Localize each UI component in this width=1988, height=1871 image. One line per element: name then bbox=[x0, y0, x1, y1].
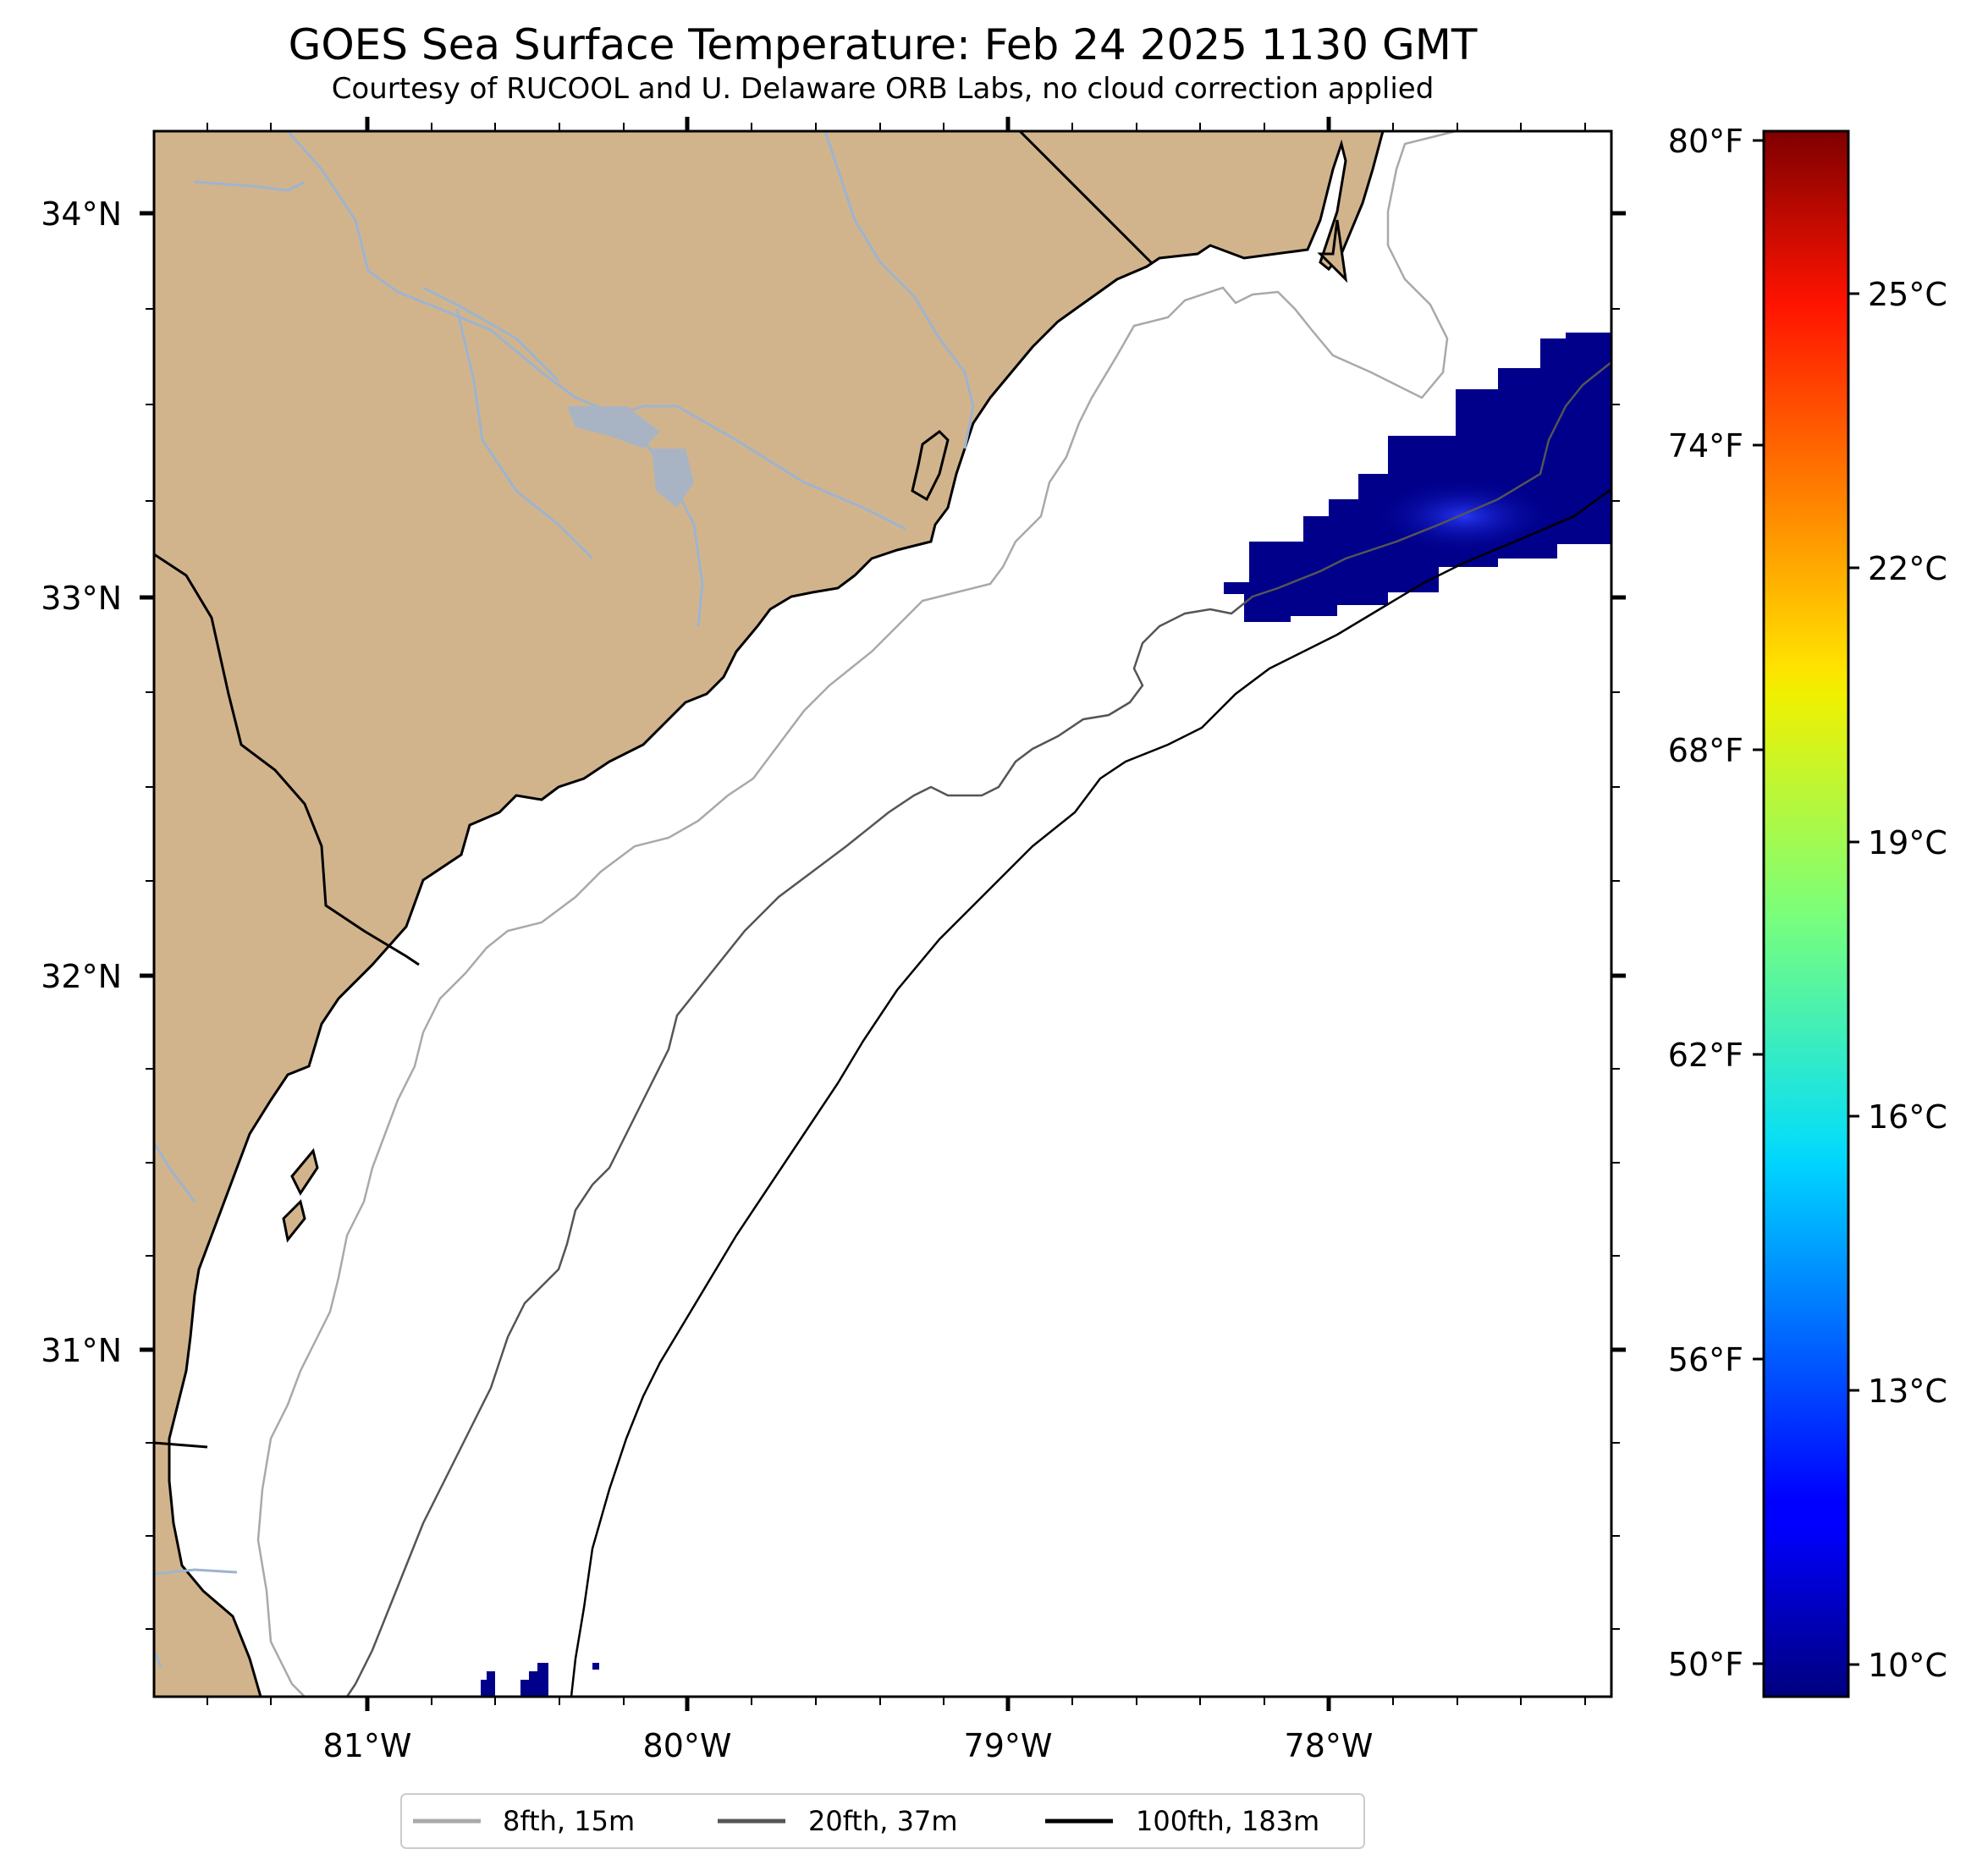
legend-box bbox=[400, 1793, 1365, 1849]
legend-label-100fth: 100fth, 183m bbox=[1136, 1805, 1319, 1837]
map-panel bbox=[154, 131, 1611, 1697]
colorbar-c-label: 25°C bbox=[1868, 276, 1947, 313]
legend-label-8fth: 8fth, 15m bbox=[503, 1805, 635, 1837]
lat-tick-label: 34°N bbox=[41, 195, 122, 233]
isobath-20fth bbox=[345, 361, 1611, 1697]
map-frame bbox=[152, 129, 1613, 1698]
sst-warmer-core bbox=[1371, 478, 1557, 554]
lake-moultrie bbox=[652, 448, 694, 508]
sst-patch-offshore bbox=[1224, 333, 1611, 622]
lat-major-ticks bbox=[140, 211, 1626, 1352]
map-subtitle: Courtesy of RUCOOL and U. Delaware ORB L… bbox=[332, 72, 1435, 106]
lon-tick-label: 79°W bbox=[964, 1727, 1053, 1764]
lat-tick-label: 32°N bbox=[41, 958, 122, 995]
lat-minor-ticks bbox=[146, 308, 1620, 1630]
isobath-8fth bbox=[256, 131, 1457, 1697]
colorbar-f-label: 50°F bbox=[1668, 1646, 1743, 1683]
colorbar-f-label: 62°F bbox=[1668, 1037, 1743, 1074]
lon-tick-label: 81°W bbox=[323, 1727, 412, 1764]
colorbar-f-label: 56°F bbox=[1668, 1341, 1743, 1378]
colorbar-c-label: 16°C bbox=[1868, 1098, 1947, 1136]
map-title: GOES Sea Surface Temperature: Feb 24 202… bbox=[289, 20, 1478, 69]
lon-tick-label: 80°W bbox=[643, 1727, 732, 1764]
colorbar-gradient bbox=[1762, 129, 1850, 1698]
isobath-legend: 8fth, 15m 20fth, 37m 100fth, 183m bbox=[400, 1793, 1365, 1849]
sst-patch-southwest bbox=[481, 1663, 599, 1697]
lon-minor-ticks bbox=[207, 123, 1586, 1705]
colorbar-c-label: 13°C bbox=[1868, 1373, 1947, 1410]
colorbar-c-label: 10°C bbox=[1868, 1647, 1947, 1684]
colorbar: 80°F 74°F 68°F 62°F 56°F 50°F 25°C 22°C … bbox=[1668, 123, 1947, 1698]
lon-major-ticks bbox=[365, 117, 1331, 1711]
legend-label-20fth: 20fth, 37m bbox=[808, 1805, 957, 1837]
colorbar-f-label: 80°F bbox=[1668, 123, 1743, 160]
land-mass bbox=[154, 131, 1385, 1697]
state-borders bbox=[154, 131, 1153, 1449]
lon-tick-label: 78°W bbox=[1285, 1727, 1374, 1764]
colorbar-c-label: 19°C bbox=[1868, 824, 1947, 861]
colorbar-c-label: 22°C bbox=[1868, 550, 1947, 587]
coastal-islands bbox=[282, 219, 1348, 1243]
colorbar-f-label: 68°F bbox=[1668, 732, 1743, 769]
lat-tick-label: 31°N bbox=[41, 1332, 122, 1369]
isobath-100fth bbox=[570, 487, 1611, 1697]
lake-marion bbox=[567, 406, 660, 448]
lat-tick-label: 33°N bbox=[41, 580, 122, 617]
colorbar-f-label: 74°F bbox=[1668, 427, 1743, 465]
